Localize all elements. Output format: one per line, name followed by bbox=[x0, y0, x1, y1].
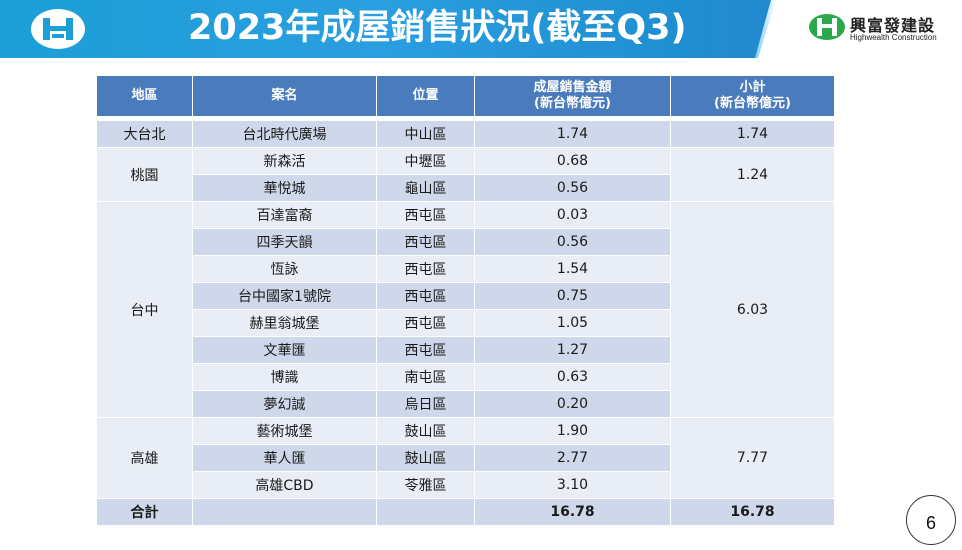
amount-cell: 0.56 bbox=[474, 174, 671, 202]
region-cell: 台中 bbox=[96, 201, 193, 418]
location-cell: 中山區 bbox=[376, 120, 475, 148]
brand-name-zh: 興富發建設 bbox=[850, 16, 936, 35]
project-cell: 博識 bbox=[192, 363, 377, 391]
location-cell: 西屯區 bbox=[376, 228, 475, 256]
page-number: 6 bbox=[906, 495, 956, 545]
brand-name-en: Highwealth Construction bbox=[850, 33, 937, 42]
region-cell: 大台北 bbox=[96, 120, 193, 148]
project-cell: 文華匯 bbox=[192, 336, 377, 364]
location-cell: 西屯區 bbox=[376, 309, 475, 337]
project-cell: 高雄CBD bbox=[192, 471, 377, 499]
company-logo bbox=[30, 8, 86, 54]
amount-cell: 2.77 bbox=[474, 444, 671, 472]
table-row: 華悅城 龜山區 0.56 bbox=[97, 174, 835, 202]
project-cell: 新森活 bbox=[192, 147, 377, 175]
project-cell: 百達富裔 bbox=[192, 201, 377, 229]
total-subtotal: 16.78 bbox=[670, 498, 835, 526]
amount-cell: 0.56 bbox=[474, 228, 671, 256]
subtotal-cell: 1.74 bbox=[670, 120, 835, 148]
total-empty-cell bbox=[376, 498, 475, 526]
amount-cell: 0.03 bbox=[474, 201, 671, 229]
amount-cell: 0.63 bbox=[474, 363, 671, 391]
subtotal-cell: 1.24 bbox=[670, 147, 835, 202]
total-row: 合計 16.78 16.78 bbox=[96, 498, 835, 526]
location-cell: 鼓山區 bbox=[376, 417, 475, 445]
table-header-row: 地區 案名 位置 成屋銷售金額 (新台幣億元) 小計 (新台幣億元) bbox=[96, 75, 835, 117]
table-row: 恆詠 西屯區 1.54 bbox=[97, 255, 835, 283]
subtotal-cell: 7.77 bbox=[670, 417, 835, 499]
amount-cell: 0.68 bbox=[474, 147, 671, 175]
location-cell: 西屯區 bbox=[376, 336, 475, 364]
table-row: 台中 百達富裔 西屯區 0.03 6.03 bbox=[96, 201, 835, 418]
location-cell: 中壢區 bbox=[376, 147, 475, 175]
amount-cell: 1.05 bbox=[474, 309, 671, 337]
page-title: 2023年成屋銷售狀況(截至Q3) bbox=[188, 8, 687, 48]
brand: 興富發建設 Highwealth Construction bbox=[808, 12, 958, 48]
total-label: 合計 bbox=[96, 498, 193, 526]
table-row: 華人匯 鼓山區 2.77 bbox=[97, 444, 835, 472]
subtotal-cell: 6.03 bbox=[670, 201, 835, 418]
amount-cell: 0.20 bbox=[474, 390, 671, 418]
table-row: 高雄CBD 苓雅區 3.10 bbox=[97, 471, 835, 499]
table-row: 高雄 藝術城堡 鼓山區 1.90 7.77 bbox=[96, 417, 835, 499]
amount-cell: 3.10 bbox=[474, 471, 671, 499]
hh-logo-icon bbox=[31, 9, 85, 49]
location-cell: 鼓山區 bbox=[376, 444, 475, 472]
table-row: 夢幻誠 烏日區 0.20 bbox=[97, 390, 835, 418]
col-header-project: 案名 bbox=[192, 75, 377, 117]
project-cell: 赫里翁城堡 bbox=[192, 309, 377, 337]
project-cell: 四季天韻 bbox=[192, 228, 377, 256]
col-header-subtotal: 小計 (新台幣億元) bbox=[670, 75, 835, 117]
location-cell: 南屯區 bbox=[376, 363, 475, 391]
project-cell: 藝術城堡 bbox=[192, 417, 377, 445]
location-cell: 苓雅區 bbox=[376, 471, 475, 499]
table-row: 大台北 台北時代廣場 中山區 1.74 1.74 bbox=[96, 120, 835, 148]
table-row: 博識 南屯區 0.63 bbox=[97, 363, 835, 391]
col-header-region: 地區 bbox=[96, 75, 193, 117]
amount-cell: 1.27 bbox=[474, 336, 671, 364]
amount-cell: 0.75 bbox=[474, 282, 671, 310]
location-cell: 龜山區 bbox=[376, 174, 475, 202]
amount-cell: 1.54 bbox=[474, 255, 671, 283]
project-cell: 華悅城 bbox=[192, 174, 377, 202]
project-cell: 華人匯 bbox=[192, 444, 377, 472]
amount-cell: 1.74 bbox=[474, 120, 671, 148]
region-cell: 桃園 bbox=[96, 147, 193, 202]
col-header-location: 位置 bbox=[376, 75, 475, 117]
project-cell: 台中國家1號院 bbox=[192, 282, 377, 310]
project-cell: 夢幻誠 bbox=[192, 390, 377, 418]
total-amount: 16.78 bbox=[474, 498, 671, 526]
table-row: 桃園 新森活 中壢區 0.68 1.24 bbox=[96, 147, 835, 202]
region-cell: 高雄 bbox=[96, 417, 193, 499]
location-cell: 西屯區 bbox=[376, 255, 475, 283]
sales-table: 地區 案名 位置 成屋銷售金額 (新台幣億元) 小計 (新台幣億元) 大台北 台北時… bbox=[96, 75, 835, 526]
project-cell: 恆詠 bbox=[192, 255, 377, 283]
location-cell: 西屯區 bbox=[376, 282, 475, 310]
table-row: 台中國家1號院 西屯區 0.75 bbox=[97, 282, 835, 310]
location-cell: 西屯區 bbox=[376, 201, 475, 229]
col-header-amount: 成屋銷售金額 (新台幣億元) bbox=[474, 75, 671, 117]
brand-logo-icon bbox=[809, 14, 845, 40]
project-cell: 台北時代廣場 bbox=[192, 120, 377, 148]
amount-cell: 1.90 bbox=[474, 417, 671, 445]
table-row: 赫里翁城堡 西屯區 1.05 bbox=[97, 309, 835, 337]
total-empty-cell bbox=[192, 498, 377, 526]
header-swoosh bbox=[758, 0, 962, 58]
location-cell: 烏日區 bbox=[376, 390, 475, 418]
